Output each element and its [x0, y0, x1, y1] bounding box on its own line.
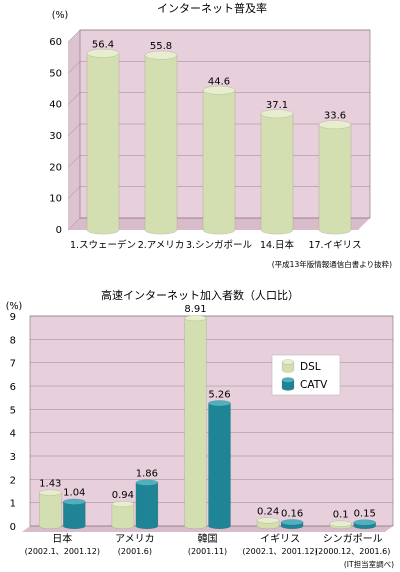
legend-dsl-swatch	[281, 359, 295, 373]
chart2-catv-bar	[280, 519, 304, 530]
chart1-category-label: 3.シンガポール	[186, 240, 253, 251]
chart1-title: インターネット普及率	[157, 1, 267, 15]
chart1-bar	[318, 120, 352, 235]
chart2-category-label: 韓国	[198, 533, 218, 545]
chart2-value-label: 0.16	[281, 508, 303, 519]
legend-label: CATV	[300, 379, 328, 391]
chart1-y-tick: 40	[49, 100, 62, 111]
chart2-value-label: 0.1	[333, 510, 349, 521]
chart2-y-tick: 6	[10, 382, 16, 393]
chart2-category-note: (2001.11)	[188, 547, 227, 556]
chart2-dsl-bar	[329, 520, 352, 530]
chart1-y-tick: 10	[49, 194, 62, 205]
chart2-category-label: 日本	[52, 532, 72, 545]
chart2-value-label: 1.43	[39, 479, 61, 490]
chart1-category-label: 2.アメリカ	[138, 240, 185, 251]
chart1-unit-label: (%)	[52, 10, 68, 21]
legend-catv-swatch	[281, 377, 295, 391]
chart2-y-tick: 3	[10, 452, 16, 463]
chart1-bar	[260, 109, 294, 235]
chart2-catv-bar	[208, 400, 231, 530]
chart2-source-note: (IT担当室調べ)	[344, 559, 394, 569]
chart2-catv-bar	[353, 519, 376, 530]
chart1-bar	[86, 48, 120, 235]
chart2-legend: DSL CATV	[271, 354, 341, 396]
chart2-catv-bar	[63, 498, 86, 530]
chart2-value-label: 5.26	[208, 389, 230, 400]
chart1-y-tick: 30	[49, 131, 62, 142]
chart1-y-tick: 0	[56, 225, 62, 236]
chart1-value-label: 55.8	[150, 41, 172, 52]
chart2-dsl-bar	[111, 500, 135, 530]
chart2-dsl-bar	[256, 517, 280, 530]
chart2-y-tick: 8	[10, 335, 16, 346]
chart1-category-label: 17.イギリス	[308, 240, 361, 251]
chart2-y-axis: 0 1 2 3 4 5 6 7 8 9	[10, 312, 16, 533]
chart2-y-tick: 0	[10, 522, 16, 533]
chart2-y-tick: 5	[10, 405, 16, 416]
chart2-unit-label: (%)	[6, 301, 22, 312]
internet-penetration-chart: インターネット普及率 (%) 0 10 20 30 40 50 60 56.4 55.8 44.…	[49, 1, 392, 269]
chart1-y-tick: 50	[49, 68, 62, 79]
chart1-category-label: 1.スウェーデン	[70, 239, 136, 251]
chart2-category-note: (2000.12、2001.6)	[315, 547, 390, 556]
chart2-value-label: 8.91	[184, 304, 206, 315]
chart2-dsl-bar	[39, 489, 62, 530]
chart2-value-label: 1.04	[63, 488, 85, 499]
chart1-x-labels: 1.スウェーデン 2.アメリカ 3.シンガポール 14.日本 17.イギリス	[70, 239, 362, 251]
legend-label: DSL	[300, 361, 321, 373]
chart2-value-label: 0.24	[257, 506, 279, 517]
chart1-source-note: (平成13年版情報通信白書より抜粋)	[272, 259, 392, 269]
chart2-title: 高速インターネット加入者数（人口比）	[101, 288, 299, 302]
chart2-value-label: 0.15	[354, 509, 376, 520]
chart2-category-label: イギリス	[260, 533, 300, 545]
chart2-value-label: 1.86	[136, 469, 158, 480]
chart1-y-tick: 20	[49, 162, 62, 173]
chart2-y-tick: 2	[10, 475, 16, 486]
chart1-bar	[202, 85, 236, 235]
chart2-category-note: (2002.1、2001.12)	[242, 547, 317, 556]
chart2-value-label: 0.94	[112, 490, 134, 501]
chart1-y-axis: 0 10 20 30 40 50 60	[49, 37, 62, 236]
chart2-x-labels: 日本 (2002.1、2001.12) アメリカ (2001.6) 韓国 (2001.11…	[25, 532, 391, 556]
chart2-y-tick: 1	[10, 499, 16, 510]
chart2-y-tick: 7	[10, 359, 16, 370]
chart2-category-note: (2002.1、2001.12)	[25, 547, 100, 556]
chart1-value-label: 33.6	[324, 111, 346, 122]
chart2-category-note: (2001.6)	[118, 547, 152, 556]
chart1-value-label: 37.1	[266, 100, 288, 111]
chart1-category-label: 14.日本	[260, 239, 295, 251]
chart2-dsl-bar	[184, 314, 207, 530]
chart1-bars: 56.4 55.8 44.6 37.1 33.6	[86, 39, 352, 235]
chart2-catv-bar	[135, 479, 159, 530]
chart2-category-label: アメリカ	[115, 533, 155, 545]
chart1-value-label: 44.6	[208, 76, 230, 87]
chart2-category-label: シンガポール	[323, 533, 383, 545]
chart1-y-tick: 60	[49, 37, 62, 48]
chart1-value-label: 56.4	[92, 39, 114, 50]
chart2-y-tick: 4	[10, 429, 16, 440]
chart2-y-tick: 9	[10, 312, 16, 323]
chart2-bars: 1.431.04 0.941.86 8.91 5.26 0.24 0.16 0.1 0.15	[39, 304, 376, 530]
chart1-bar	[144, 50, 178, 235]
